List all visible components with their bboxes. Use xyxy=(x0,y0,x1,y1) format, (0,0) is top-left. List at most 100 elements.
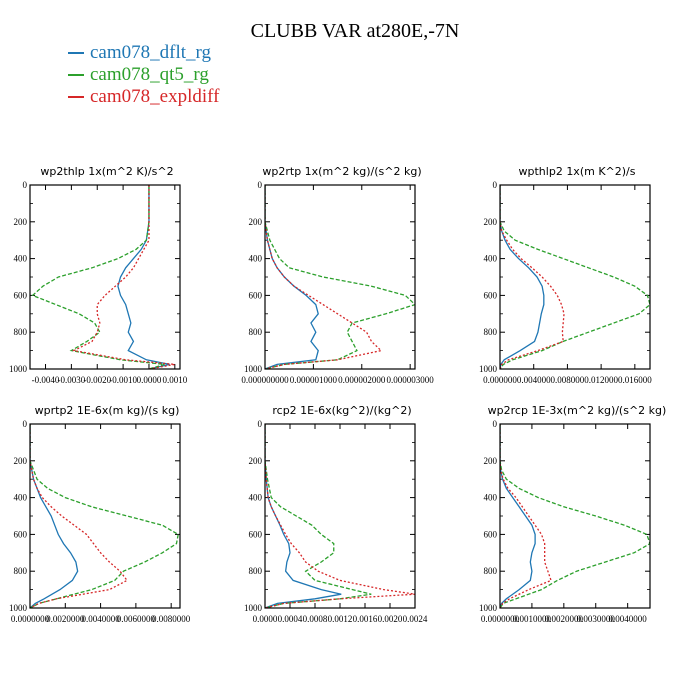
x-tick-label: 0.0010000 xyxy=(513,614,552,624)
plot-frame xyxy=(264,184,416,370)
series-line xyxy=(31,185,165,369)
plot-frame xyxy=(29,184,181,370)
x-tick-label: 0.0000 xyxy=(253,614,278,624)
x-tick-label: -0.0020 xyxy=(83,375,111,385)
legend: cam078_dflt_rg cam078_qt5_rg cam078_expl… xyxy=(68,42,219,108)
x-tick-label: 0.0000 xyxy=(137,375,162,385)
series-line xyxy=(500,424,650,608)
legend-label: cam078_dflt_rg xyxy=(90,42,212,63)
series-line xyxy=(265,424,415,608)
x-tick-label: 0.0008 xyxy=(303,614,328,624)
x-tick-label: 0.016000 xyxy=(618,375,652,385)
x-tick-label: 0.0040000 xyxy=(81,614,120,624)
series-line xyxy=(500,185,565,369)
chart-title: wp2thlp 1x(m^2 K)/s^2 xyxy=(40,165,173,178)
y-tick-label: 1000 xyxy=(479,603,498,613)
y-tick-label: 400 xyxy=(249,254,263,264)
y-tick-label: 0 xyxy=(258,419,263,429)
series-line xyxy=(265,185,319,369)
y-tick-label: 1000 xyxy=(479,364,498,374)
y-tick-label: 800 xyxy=(484,566,498,576)
chart-panel: wp2rcp 1E-3x(m^2 kg)/(s^2 kg)0.00000000.… xyxy=(479,404,666,624)
series-line xyxy=(265,185,415,369)
y-tick-label: 600 xyxy=(14,529,28,539)
x-tick-label: 0.000000000 xyxy=(241,375,289,385)
legend-item: cam078_dflt_rg xyxy=(68,42,219,64)
chart-panel: wp2thlp 1x(m^2 K)/s^2-0.0040-0.0030-0.00… xyxy=(9,165,188,385)
y-tick-label: 1000 xyxy=(9,364,28,374)
y-tick-label: 200 xyxy=(484,217,498,227)
series-line xyxy=(265,424,372,608)
chart-panel: wp2rtp 1x(m^2 kg)/(s^2 kg)0.000000000 0.0… xyxy=(241,165,434,385)
y-tick-label: 600 xyxy=(484,290,498,300)
legend-item: cam078_expldiff xyxy=(68,86,219,108)
legend-label: cam078_expldiff xyxy=(90,86,220,107)
y-tick-label: 600 xyxy=(14,290,28,300)
x-tick-label: 0.0016 xyxy=(353,614,378,624)
x-tick-label: 0.0080000 xyxy=(152,614,191,624)
chart-panel: wpthlp2 1x(m K^2)/s 0.000000 0.004000 0.008… xyxy=(479,165,652,385)
legend-swatch xyxy=(68,52,84,54)
series-line xyxy=(117,185,170,369)
series-line xyxy=(500,185,545,369)
series-line xyxy=(500,424,536,608)
x-tick-label: 0.0020000 xyxy=(46,614,85,624)
x-tick-label: 0.004000 xyxy=(517,375,551,385)
y-tick-label: 0 xyxy=(493,180,498,190)
y-tick-label: 600 xyxy=(249,290,263,300)
y-tick-label: 200 xyxy=(14,456,28,466)
y-tick-label: 800 xyxy=(14,566,28,576)
plot-frame xyxy=(499,423,651,609)
y-tick-label: 600 xyxy=(249,529,263,539)
series-line xyxy=(30,424,79,608)
x-tick-label: -0.0040 xyxy=(32,375,60,385)
x-tick-label: 0.0030000 xyxy=(577,614,616,624)
plot-frame xyxy=(264,423,416,609)
series-line xyxy=(30,424,179,608)
y-tick-label: 200 xyxy=(249,217,263,227)
y-tick-label: 800 xyxy=(249,566,263,576)
series-line xyxy=(265,185,383,369)
y-tick-label: 0 xyxy=(23,180,28,190)
legend-swatch xyxy=(68,74,84,76)
x-tick-label: 0.0024 xyxy=(403,614,428,624)
x-tick-label: 0.0000000 xyxy=(481,614,520,624)
x-tick-label: 0.0020000 xyxy=(545,614,584,624)
chart-title: wpthlp2 1x(m K^2)/s xyxy=(519,165,636,178)
y-tick-label: 200 xyxy=(484,456,498,466)
y-tick-label: 1000 xyxy=(9,603,28,613)
legend-swatch xyxy=(68,96,84,98)
y-tick-label: 400 xyxy=(14,493,28,503)
x-tick-label: 0.0012 xyxy=(328,614,353,624)
chart-title: wp2rtp 1x(m^2 kg)/(s^2 kg) xyxy=(262,165,421,178)
x-tick-label: 0.0040000 xyxy=(609,614,648,624)
y-tick-label: 400 xyxy=(484,493,498,503)
x-tick-label: 0.012000 xyxy=(584,375,618,385)
x-tick-label: 0.000003000 xyxy=(387,375,435,385)
x-tick-label: 0.0004 xyxy=(278,614,303,624)
series-line xyxy=(30,424,129,608)
y-tick-label: 400 xyxy=(14,254,28,264)
legend-item: cam078_qt5_rg xyxy=(68,64,219,86)
x-tick-label: 0.008000 xyxy=(551,375,585,385)
x-tick-label: -0.0030 xyxy=(58,375,86,385)
y-tick-label: 200 xyxy=(14,217,28,227)
y-tick-label: 0 xyxy=(493,419,498,429)
x-tick-label: 0.000000 xyxy=(483,375,517,385)
x-tick-label: -0.0010 xyxy=(109,375,137,385)
chart-title: wp2rcp 1E-3x(m^2 kg)/(s^2 kg) xyxy=(488,404,667,417)
x-tick-label: 0.000001000 xyxy=(290,375,338,385)
y-tick-label: 0 xyxy=(258,180,263,190)
x-tick-label: 0.0000000 xyxy=(11,614,50,624)
plot-frame xyxy=(499,184,651,370)
y-tick-label: 1000 xyxy=(244,603,263,613)
page-title: CLUBB VAR at280E,-7N xyxy=(250,20,460,42)
x-tick-label: 0.0060000 xyxy=(117,614,156,624)
y-tick-label: 0 xyxy=(23,419,28,429)
y-tick-label: 600 xyxy=(484,529,498,539)
series-line xyxy=(500,185,650,369)
y-tick-label: 1000 xyxy=(244,364,263,374)
y-tick-label: 400 xyxy=(484,254,498,264)
x-tick-label: 0.0020 xyxy=(378,614,403,624)
